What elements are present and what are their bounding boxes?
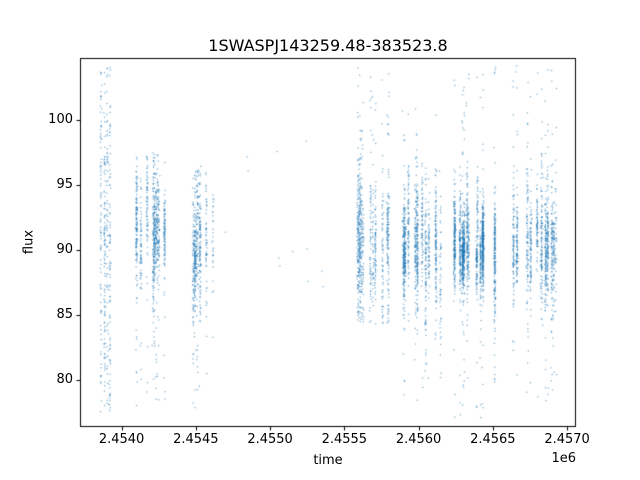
y-axis-label: flux: [21, 229, 37, 255]
plot-title: 1SWASPJ143259.48-383523.8: [208, 36, 448, 55]
x-axis-label: time: [313, 453, 343, 468]
x-axis-offset-label: 1e6: [551, 451, 576, 466]
